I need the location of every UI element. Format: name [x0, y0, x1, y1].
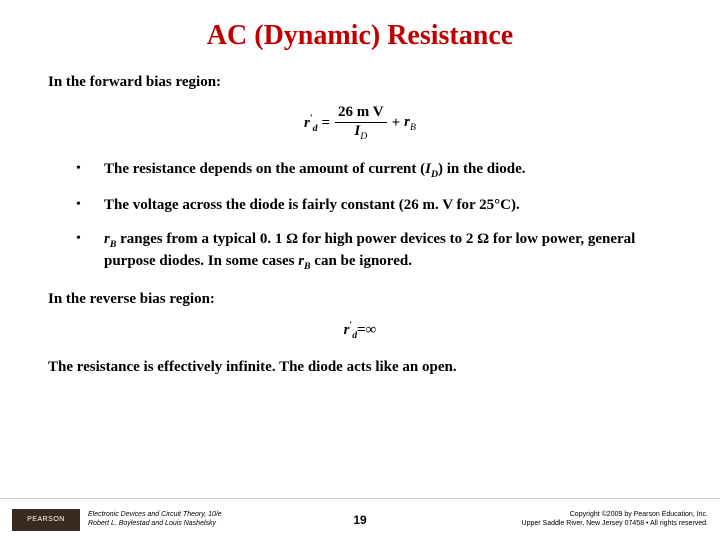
b2-post: ). — [511, 197, 520, 213]
equation-reverse: r′d=∞ — [48, 320, 672, 341]
b3-pre2: ranges from a typical — [116, 231, 259, 247]
eq1-den-sub: D — [360, 131, 367, 142]
b3-v1: 0. 1 — [260, 231, 286, 247]
eq1-denominator: ID — [351, 123, 370, 142]
copyright: Copyright ©2009 by Pearson Education, In… — [522, 511, 708, 527]
b1-sub: D — [431, 169, 438, 180]
eq1-num-val: 26 — [338, 104, 353, 120]
eq1-tail: rB — [402, 114, 418, 133]
b3-post3: can be ignored. — [311, 253, 412, 269]
eq1-fraction: 26 m V ID — [335, 105, 387, 142]
b2-pre: The voltage across the diode is fairly c… — [104, 197, 404, 213]
b3-ohm1: Ω — [286, 231, 298, 247]
eq1-numerator: 26 m V — [335, 105, 387, 123]
slide: AC (Dynamic) Resistance In the forward b… — [0, 0, 720, 540]
b2-mid: 26 m. V for 25°C — [404, 197, 511, 213]
section1-heading: In the forward bias region: — [48, 74, 672, 91]
eq1-plus: + — [390, 115, 403, 132]
book-line2: Robert L. Boylestad and Louis Nashelsky — [88, 520, 222, 528]
pearson-logo: PEARSON — [12, 509, 80, 531]
eq1-lhs-sub: d — [313, 123, 318, 134]
slide-title: AC (Dynamic) Resistance — [48, 20, 672, 52]
eq2: r′d=∞ — [344, 322, 377, 338]
eq2-eq: = — [357, 322, 366, 338]
equation-forward: r′d = 26 m V ID + rB — [48, 105, 672, 142]
section2-heading: In the reverse bias region: — [48, 291, 672, 308]
book-credit: Electronic Devices and Circuit Theory, 1… — [88, 511, 222, 527]
footer: PEARSON Electronic Devices and Circuit T… — [0, 498, 720, 540]
conclusion: The resistance is effectively infinite. … — [48, 359, 672, 376]
copy-line2: Upper Saddle River, New Jersey 07458 • A… — [522, 520, 708, 528]
eq1-lhs: r′d — [302, 113, 319, 134]
bullet-2: The voltage across the diode is fairly c… — [104, 196, 660, 216]
eq1-tail-sub: B — [410, 122, 416, 133]
eq1-equals: = — [319, 115, 332, 132]
eq1-num-unit: m V — [357, 104, 384, 120]
b3-v2: 2 — [466, 231, 477, 247]
bullet-list: The resistance depends on the amount of … — [48, 160, 672, 273]
eq2-rhs: ∞ — [366, 322, 377, 338]
copy-line1: Copyright ©2009 by Pearson Education, In… — [522, 511, 708, 519]
b1-post: ) in the diode. — [438, 161, 526, 177]
b3-ohm2: Ω — [477, 231, 489, 247]
b3-mid2: for high power devices to — [298, 231, 466, 247]
bullet-1: The resistance depends on the amount of … — [104, 160, 660, 182]
book-line1: Electronic Devices and Circuit Theory, 1… — [88, 511, 222, 519]
page-number: 19 — [353, 513, 366, 527]
bullet-3: rB ranges from a typical 0. 1 Ω for high… — [104, 230, 660, 274]
b1-pre: The resistance depends on the amount of … — [104, 161, 425, 177]
